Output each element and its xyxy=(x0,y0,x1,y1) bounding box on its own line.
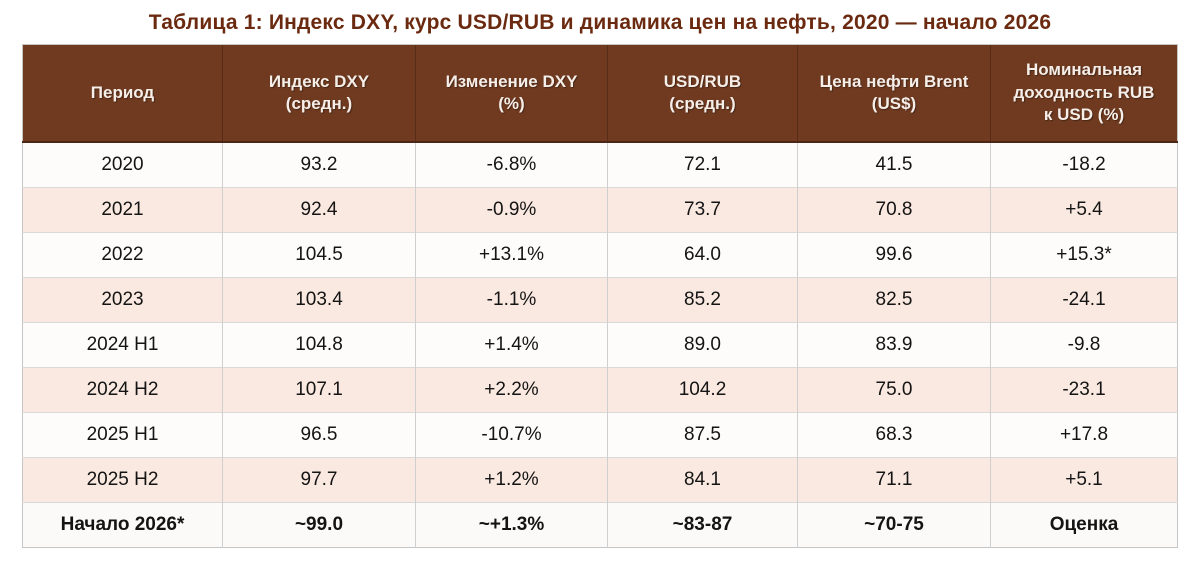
table-row-2024h2: 2024 H2 107.1 +2.2% 104.2 75.0 -23.1 xyxy=(22,367,1178,413)
dxy-cell: 104.8 xyxy=(222,322,416,368)
dxy-cell: ~99.0 xyxy=(222,502,416,548)
dxy-cell: 96.5 xyxy=(222,412,416,458)
table-row-2021: 2021 92.4 -0.9% 73.7 70.8 +5.4 xyxy=(22,187,1178,233)
period-cell: 2024 H2 xyxy=(22,367,223,413)
rub-return-cell: -18.2 xyxy=(990,142,1178,188)
rub-return-cell: -24.1 xyxy=(990,277,1178,323)
dxy-change-cell: -10.7% xyxy=(415,412,608,458)
table-row-2023: 2023 103.4 -1.1% 85.2 82.5 -24.1 xyxy=(22,277,1178,323)
dxy-cell: 104.5 xyxy=(222,232,416,278)
dxy-change-cell: -1.1% xyxy=(415,277,608,323)
dxy-change-cell: -6.8% xyxy=(415,142,608,188)
dxy-cell: 107.1 xyxy=(222,367,416,413)
dxy-usdrub-brent-table: Период Индекс DXY (средн.) Изменение DXY… xyxy=(22,44,1178,548)
table-row-2024h1: 2024 H1 104.8 +1.4% 89.0 83.9 -9.8 xyxy=(22,322,1178,368)
brent-cell: ~70-75 xyxy=(797,502,991,548)
brent-cell: 75.0 xyxy=(797,367,991,413)
period-cell: 2024 H1 xyxy=(22,322,223,368)
usdrub-cell: 64.0 xyxy=(607,232,798,278)
rub-return-cell: +5.1 xyxy=(990,457,1178,503)
page-title: Таблица 1: Индекс DXY, курс USD/RUB и ди… xyxy=(148,11,1052,34)
table-row-2022: 2022 104.5 +13.1% 64.0 99.6 +15.3* xyxy=(22,232,1178,278)
rub-return-cell: -9.8 xyxy=(990,322,1178,368)
rub-return-cell: +5.4 xyxy=(990,187,1178,233)
rub-return-cell: +17.8 xyxy=(990,412,1178,458)
dxy-cell: 103.4 xyxy=(222,277,416,323)
dxy-cell: 92.4 xyxy=(222,187,416,233)
usdrub-cell: 89.0 xyxy=(607,322,798,368)
brent-cell: 82.5 xyxy=(797,277,991,323)
usdrub-cell: 104.2 xyxy=(607,367,798,413)
table-row-2025h1: 2025 H1 96.5 -10.7% 87.5 68.3 +17.8 xyxy=(22,412,1178,458)
usdrub-cell: 87.5 xyxy=(607,412,798,458)
table-body: 2020 93.2 -6.8% 72.1 41.5 -18.2 2021 92.… xyxy=(22,142,1178,548)
usdrub-cell: 84.1 xyxy=(607,457,798,503)
dxy-change-cell: +1.2% xyxy=(415,457,608,503)
period-cell: 2023 xyxy=(22,277,223,323)
dxy-change-cell: ~+1.3% xyxy=(415,502,608,548)
usdrub-cell: ~83-87 xyxy=(607,502,798,548)
usdrub-cell: 85.2 xyxy=(607,277,798,323)
column-header-usdrub: USD/RUB (средн.) xyxy=(607,44,798,143)
dxy-change-cell: +1.4% xyxy=(415,322,608,368)
period-cell: 2025 H1 xyxy=(22,412,223,458)
column-header-dxy-index: Индекс DXY (средн.) xyxy=(222,44,416,143)
rub-return-cell: Оценка xyxy=(990,502,1178,548)
table-row-2020: 2020 93.2 -6.8% 72.1 41.5 -18.2 xyxy=(22,142,1178,188)
usdrub-cell: 73.7 xyxy=(607,187,798,233)
header-row: Период Индекс DXY (средн.) Изменение DXY… xyxy=(22,44,1178,143)
table-row-early-2026-estimate: Начало 2026* ~99.0 ~+1.3% ~83-87 ~70-75 … xyxy=(22,502,1178,548)
column-header-period: Период xyxy=(22,44,223,143)
brent-cell: 71.1 xyxy=(797,457,991,503)
brent-cell: 99.6 xyxy=(797,232,991,278)
dxy-cell: 93.2 xyxy=(222,142,416,188)
column-header-brent: Цена нефти Brent (US$) xyxy=(797,44,991,143)
table-header: Период Индекс DXY (средн.) Изменение DXY… xyxy=(22,44,1178,143)
dxy-change-cell: +2.2% xyxy=(415,367,608,413)
rub-return-cell: -23.1 xyxy=(990,367,1178,413)
dxy-cell: 97.7 xyxy=(222,457,416,503)
usdrub-cell: 72.1 xyxy=(607,142,798,188)
brent-cell: 41.5 xyxy=(797,142,991,188)
dxy-change-cell: -0.9% xyxy=(415,187,608,233)
period-cell: 2021 xyxy=(22,187,223,233)
brent-cell: 70.8 xyxy=(797,187,991,233)
period-cell: 2020 xyxy=(22,142,223,188)
table-row-2025h2: 2025 H2 97.7 +1.2% 84.1 71.1 +5.1 xyxy=(22,457,1178,503)
brent-cell: 68.3 xyxy=(797,412,991,458)
column-header-dxy-change: Изменение DXY (%) xyxy=(415,44,608,143)
brent-cell: 83.9 xyxy=(797,322,991,368)
period-cell: Начало 2026* xyxy=(22,502,223,548)
dxy-change-cell: +13.1% xyxy=(415,232,608,278)
column-header-rub-return: Номинальная доходность RUB к USD (%) xyxy=(990,44,1178,143)
period-cell: 2022 xyxy=(22,232,223,278)
rub-return-cell: +15.3* xyxy=(990,232,1178,278)
period-cell: 2025 H2 xyxy=(22,457,223,503)
